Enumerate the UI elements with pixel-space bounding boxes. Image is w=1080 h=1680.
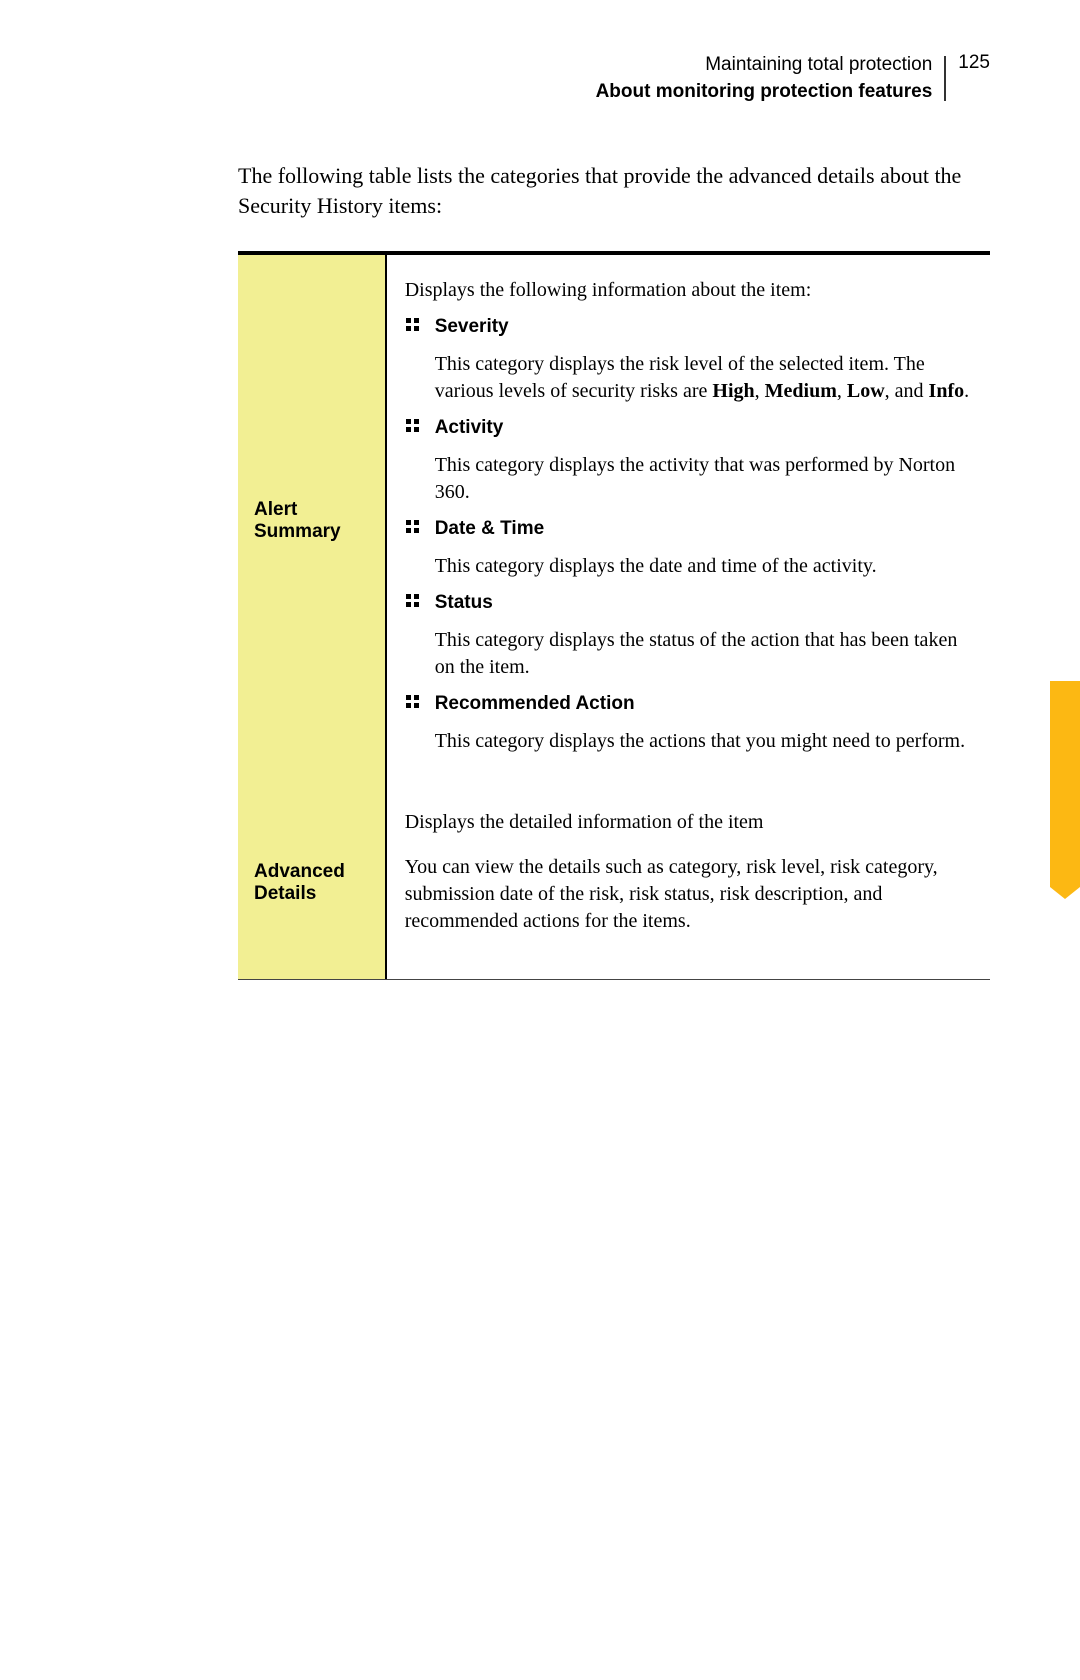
row-lead: Displays the following information about…	[405, 277, 974, 304]
list-item-description: This category displays the status of the…	[435, 627, 974, 681]
list-item-heading: Date & Time	[435, 516, 544, 543]
square-bullet-icon	[405, 317, 421, 333]
list-item-description: This category displays the activity that…	[435, 452, 974, 506]
bullet-icon	[405, 691, 435, 718]
page-header: Maintaining total protection About monit…	[238, 52, 990, 105]
list-item-description: This category displays the date and time…	[435, 553, 974, 580]
list-item-heading: Activity	[435, 415, 504, 442]
list-item: Activity	[405, 415, 974, 442]
list-item: Date & Time	[405, 516, 974, 543]
square-bullet-icon	[405, 593, 421, 609]
intro-paragraph: The following table lists the categories…	[238, 161, 990, 220]
list-item: Status	[405, 590, 974, 617]
list-item-heading: Status	[435, 590, 493, 617]
header-title: Maintaining total protection	[596, 52, 933, 79]
list-item-description: This category displays the actions that …	[435, 728, 974, 755]
row-content: Displays the following information about…	[386, 255, 990, 787]
row-label: Alert Summary	[238, 255, 386, 787]
paragraph: Displays the detailed information of the…	[405, 809, 974, 836]
row-content: Displays the detailed information of the…	[386, 787, 990, 979]
list-item-description: This category displays the risk level of…	[435, 351, 974, 405]
list-item: Recommended Action	[405, 691, 974, 718]
table-row: Alert Summary Displays the following inf…	[238, 255, 990, 787]
page-number: 125	[958, 52, 990, 74]
paragraph: You can view the details such as categor…	[405, 854, 974, 935]
list-item-heading: Severity	[435, 314, 509, 341]
bullet-icon	[405, 415, 435, 442]
header-subtitle: About monitoring protection features	[596, 79, 933, 106]
square-bullet-icon	[405, 694, 421, 710]
row-label: Advanced Details	[238, 787, 386, 979]
header-divider	[944, 56, 946, 101]
side-tab	[1050, 681, 1080, 887]
bullet-icon	[405, 516, 435, 543]
table-row: Advanced Details Displays the detailed i…	[238, 787, 990, 979]
list-item-heading: Recommended Action	[435, 691, 635, 718]
details-table: Alert Summary Displays the following inf…	[238, 251, 990, 980]
square-bullet-icon	[405, 418, 421, 434]
list-item: Severity	[405, 314, 974, 341]
bullet-icon	[405, 314, 435, 341]
bullet-icon	[405, 590, 435, 617]
square-bullet-icon	[405, 519, 421, 535]
